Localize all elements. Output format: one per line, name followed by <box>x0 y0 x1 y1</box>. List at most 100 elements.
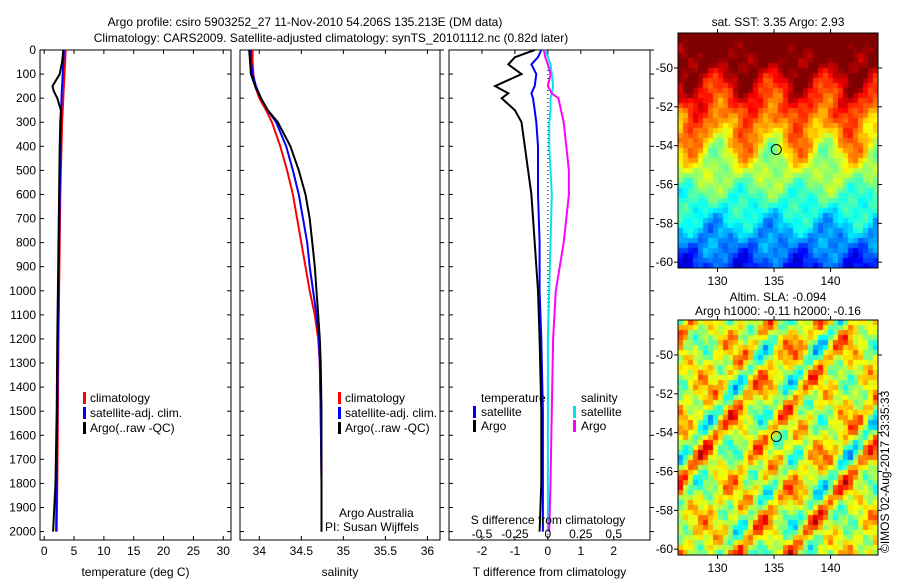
s-diff-tick-label: -0.25 <box>501 527 529 541</box>
title-line-1: Argo profile: csiro 5903252_27 11-Nov-20… <box>108 15 503 29</box>
credit-line-1: Argo Australia <box>339 506 414 520</box>
legend-swatch <box>573 406 576 418</box>
legend-label: climatology <box>90 391 150 405</box>
y-tick-label: 1900 <box>9 500 36 514</box>
timestamp: ©IMOS 02-Aug-2017 23:35:33 <box>878 390 892 553</box>
line-diff-2 <box>544 49 555 532</box>
x-tick-label: 25 <box>187 544 201 558</box>
map-y-tick-label: -54 <box>656 426 674 440</box>
y-tick-label: 1700 <box>9 452 36 466</box>
map-y-tick-label: -52 <box>656 387 674 401</box>
credit-line-2: PI: Susan Wijffels <box>325 520 419 534</box>
line-diff-0 <box>530 49 544 532</box>
y-tick-label: 1300 <box>9 356 36 370</box>
y-tick-label: 1000 <box>9 284 36 298</box>
legend-swatch <box>338 422 341 434</box>
sla-map-title-2: Argo h1000: -0.11 h2000: -0.16 <box>695 304 861 318</box>
legend-header-temperature: temperature <box>481 391 546 405</box>
y-tick-label: 1200 <box>9 332 36 346</box>
map-y-tick-label: -58 <box>656 503 674 517</box>
legend-label: Argo <box>581 419 607 433</box>
panel-frame-salinity <box>239 49 441 541</box>
x-tick-label: 20 <box>157 544 171 558</box>
y-tick-label: 300 <box>16 115 36 129</box>
line-temperature-2 <box>51 49 65 532</box>
x-tick-label: 35 <box>337 544 351 558</box>
x-tick-label: 10 <box>97 544 111 558</box>
map-y-tick-label: -60 <box>656 542 674 556</box>
map-y-tick-label: -56 <box>656 464 674 478</box>
y-tick-label: 500 <box>16 163 36 177</box>
x-tick-label: 36 <box>421 544 435 558</box>
line-salinity-2 <box>248 49 323 532</box>
title-line-2: Climatology: CARS2009. Satellite-adjuste… <box>94 31 568 45</box>
line-diff-1 <box>492 49 543 532</box>
map-frame <box>677 319 879 556</box>
map-y-tick-label: -60 <box>656 255 674 269</box>
legend-label: satellite-adj. clim. <box>90 406 182 420</box>
y-tick-label: 1100 <box>10 308 36 322</box>
legend-swatch <box>473 406 476 418</box>
y-tick-label: 800 <box>16 236 36 250</box>
legend-label: Argo(..raw -QC) <box>90 421 175 435</box>
x-tick-label: 15 <box>127 544 141 558</box>
y-tick-label: 1800 <box>9 476 36 490</box>
legend-label: satellite <box>481 405 522 419</box>
legend-swatch <box>338 392 341 404</box>
x-tick-label: 30 <box>217 544 231 558</box>
argo-position-marker <box>770 144 782 156</box>
s-diff-tick-label: 0 <box>545 527 552 541</box>
map-y-tick-label: -54 <box>656 139 674 153</box>
map-y-tick-label: -56 <box>656 177 674 191</box>
s-diff-axis-label: S difference from climatology <box>471 513 626 527</box>
map-y-tick-label: -50 <box>656 348 674 362</box>
y-tick-label: 400 <box>16 139 36 153</box>
map-frame <box>677 32 879 269</box>
s-diff-tick-label: -0.5 <box>472 527 493 541</box>
x-tick-label: -2 <box>477 544 488 558</box>
legend-swatch <box>83 392 86 404</box>
x-tick-label: 0 <box>41 544 48 558</box>
s-diff-tick-label: 0.5 <box>605 527 622 541</box>
x-tick-label: 5 <box>71 544 78 558</box>
y-tick-label: 200 <box>16 91 36 105</box>
map-y-tick-label: -58 <box>656 216 674 230</box>
map-x-tick-label: 140 <box>821 274 841 288</box>
legend-label: satellite-adj. clim. <box>345 406 437 420</box>
y-tick-label: 1400 <box>9 380 36 394</box>
y-tick-label: 100 <box>16 67 36 81</box>
legend-swatch <box>83 407 86 419</box>
s-diff-tick-label: 0.25 <box>569 527 593 541</box>
y-tick-label: 700 <box>16 212 36 226</box>
map-x-tick-label: 135 <box>764 274 784 288</box>
sst-map-title: sat. SST: 3.35 Argo: 2.93 <box>712 15 845 29</box>
y-tick-label: 600 <box>16 187 36 201</box>
map-x-tick-label: 140 <box>821 561 841 575</box>
panel-frame-difference <box>448 49 651 541</box>
legend-swatch <box>473 420 476 432</box>
argo-position-marker <box>770 431 782 443</box>
x-axis-label: temperature (deg C) <box>81 565 189 579</box>
y-tick-label: 1600 <box>9 428 36 442</box>
line-diff-3 <box>542 49 570 532</box>
x-tick-label: 2 <box>610 544 617 558</box>
x-axis-label: salinity <box>322 565 359 579</box>
legend-swatch <box>573 420 576 432</box>
legend-label: climatology <box>345 391 405 405</box>
sst-heatmap <box>678 33 878 268</box>
x-tick-label: 0 <box>545 544 552 558</box>
legend-swatch <box>338 407 341 419</box>
x-tick-label: 1 <box>577 544 584 558</box>
panel-frame-temperature <box>39 49 232 541</box>
legend-label: Argo(..raw -QC) <box>345 421 430 435</box>
x-tick-label: 35.5 <box>374 544 398 558</box>
sla-map-title-1: Altim. SLA: -0.094 <box>730 290 827 304</box>
legend-label: Argo <box>481 419 507 433</box>
legend-swatch <box>83 422 86 434</box>
map-x-tick-label: 130 <box>708 274 728 288</box>
x-tick-label: 34.5 <box>290 544 314 558</box>
x-tick-label: -1 <box>510 544 521 558</box>
